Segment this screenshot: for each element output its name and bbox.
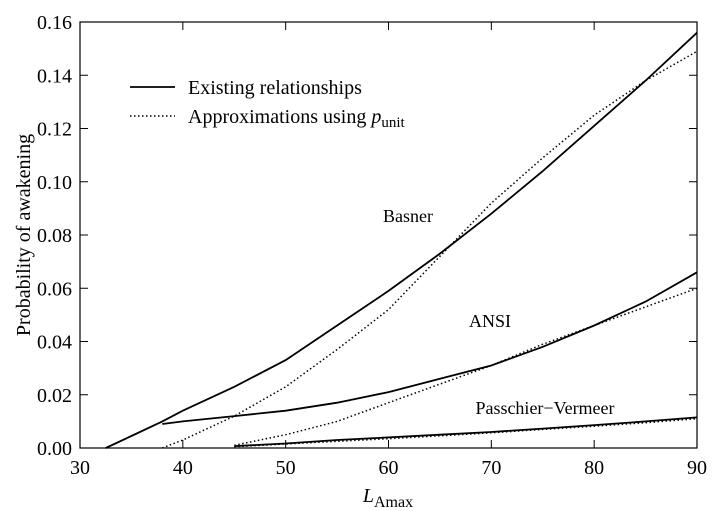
x-tick-label: 70 <box>481 457 501 479</box>
x-axis-subscript: Amax <box>374 494 413 511</box>
y-tick-label: 0.00 <box>37 438 72 460</box>
approximation-line <box>162 50 698 449</box>
x-axis-label: LAmax <box>362 485 413 511</box>
y-tick-label: 0.16 <box>37 12 72 34</box>
series-label: Passchier−Vermeer <box>475 398 614 418</box>
y-tick-label: 0.04 <box>37 332 72 354</box>
series-label: ANSI <box>469 311 511 331</box>
legend-dotted-symbol: p <box>369 106 381 128</box>
x-tick-label: 40 <box>173 457 193 479</box>
x-axis-symbol: L <box>362 485 374 507</box>
legend-dotted-label: Approximations using punit <box>188 106 406 131</box>
x-tick-label: 90 <box>687 457 707 479</box>
existing-line <box>162 271 698 425</box>
legend-dotted-text: Approximations using <box>188 106 366 128</box>
y-tick-label: 0.06 <box>37 278 72 300</box>
series-label: Basner <box>383 206 433 226</box>
existing-line <box>105 32 698 449</box>
y-axis-label: Probability of awakening <box>13 134 35 336</box>
y-tick-label: 0.08 <box>37 225 72 247</box>
x-tick-label: 60 <box>379 457 399 479</box>
x-tick-label: 50 <box>276 457 296 479</box>
existing-line <box>234 416 698 447</box>
y-tick-label: 0.10 <box>37 172 72 194</box>
approximation-line <box>234 417 698 448</box>
approximation-line <box>234 287 698 447</box>
y-tick-label: 0.12 <box>37 119 72 141</box>
y-tick-label: 0.14 <box>37 65 72 87</box>
legend-dotted-subscript: unit <box>381 115 405 131</box>
legend-solid-label: Existing relationships <box>188 77 362 99</box>
y-tick-label: 0.02 <box>37 385 72 407</box>
x-tick-label: 30 <box>70 457 90 479</box>
x-tick-label: 80 <box>584 457 604 479</box>
plot-frame <box>79 21 698 449</box>
